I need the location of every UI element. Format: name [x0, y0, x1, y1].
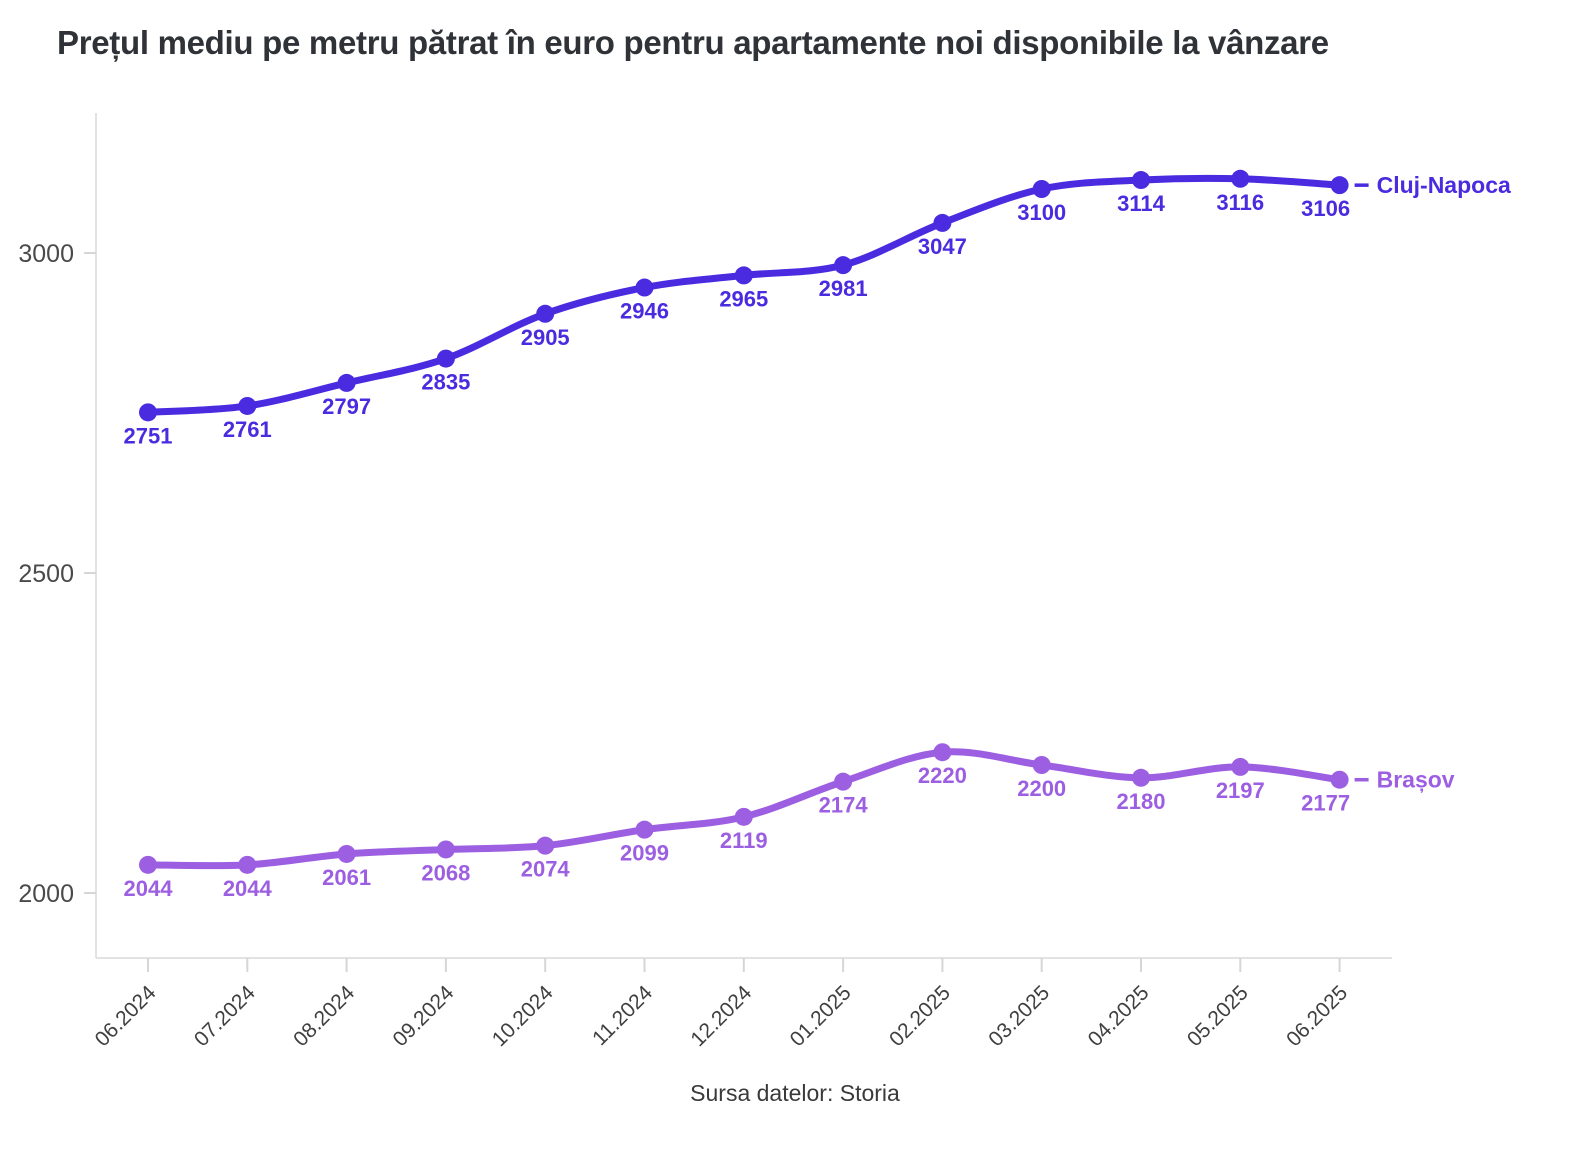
y-axis-tick-label: 2500 — [18, 560, 74, 588]
data-label-cluj-napoca: 2751 — [124, 423, 173, 448]
data-label-brasov: 2074 — [521, 857, 571, 882]
x-axis-tick-label: 10.2024 — [488, 981, 558, 1051]
data-label-cluj-napoca: 3047 — [918, 234, 967, 259]
x-axis-tick-label: 07.2024 — [190, 981, 260, 1051]
data-point-brasov[interactable] — [1231, 757, 1250, 776]
data-label-cluj-napoca: 2981 — [819, 276, 868, 301]
data-label-brasov: 2177 — [1301, 791, 1350, 816]
data-label-brasov: 2061 — [322, 865, 371, 890]
data-label-brasov: 2044 — [223, 876, 273, 901]
x-axis-tick-label: 12.2024 — [686, 981, 756, 1051]
data-label-cluj-napoca: 2835 — [421, 370, 470, 395]
data-point-brasov[interactable] — [238, 855, 257, 874]
data-point-brasov[interactable] — [1032, 756, 1051, 774]
data-label-cluj-napoca: 2905 — [521, 325, 570, 350]
data-label-cluj-napoca: 2946 — [620, 299, 669, 324]
data-point-brasov[interactable] — [337, 844, 356, 863]
x-axis-tick-label: 04.2025 — [1084, 981, 1154, 1051]
x-axis-tick-label: 06.2025 — [1282, 981, 1352, 1051]
x-axis-tick-label: 08.2024 — [289, 981, 359, 1051]
data-point-brasov[interactable] — [834, 772, 853, 791]
data-point-cluj-napoca[interactable] — [734, 266, 753, 285]
data-point-brasov[interactable] — [1132, 768, 1150, 787]
data-label-cluj-napoca: 3116 — [1216, 190, 1264, 215]
data-point-brasov[interactable] — [1330, 770, 1349, 789]
data-label-brasov: 2180 — [1117, 789, 1166, 814]
data-point-cluj-napoca[interactable] — [436, 349, 455, 368]
data-point-brasov[interactable] — [734, 807, 753, 826]
x-axis-tick-label: 05.2025 — [1183, 981, 1253, 1051]
data-point-cluj-napoca[interactable] — [238, 396, 257, 415]
legend-label-cluj-napoca: Cluj-Napoca — [1377, 172, 1511, 198]
data-point-cluj-napoca[interactable] — [933, 213, 952, 232]
x-axis-tick-label: 03.2025 — [984, 981, 1054, 1051]
data-label-brasov: 2068 — [421, 860, 470, 885]
data-point-cluj-napoca[interactable] — [834, 256, 853, 275]
data-point-cluj-napoca[interactable] — [1330, 176, 1349, 195]
data-label-brasov: 2099 — [620, 841, 669, 866]
data-label-cluj-napoca: 2761 — [223, 417, 272, 442]
x-axis-tick-label: 11.2024 — [588, 981, 657, 1050]
data-point-cluj-napoca[interactable] — [1132, 171, 1150, 190]
series-cluj-napoca: 2751 2761 2797 2835 2905 2946 2965 2981 3047 3100… — [124, 169, 1511, 448]
x-axis-tick-label: 09.2024 — [388, 981, 458, 1051]
data-point-cluj-napoca[interactable] — [337, 373, 356, 392]
data-point-cluj-napoca[interactable] — [1032, 180, 1051, 198]
x-axis-tick-label: 06.2024 — [91, 981, 161, 1051]
data-point-brasov[interactable] — [933, 743, 952, 762]
y-axis-tick-label: 3000 — [18, 240, 74, 268]
data-point-brasov[interactable] — [536, 836, 555, 855]
data-point-cluj-napoca[interactable] — [139, 403, 157, 422]
legend-label-brasov: Brașov — [1377, 767, 1455, 794]
chart-title: Prețul mediu pe metru pătrat în euro pen… — [57, 24, 1329, 61]
data-label-brasov: 2119 — [720, 828, 768, 853]
series-brasov: 2044 2044 2061 2068 2074 2099 2119 2174 2220 2200… — [124, 743, 1455, 901]
data-label-brasov: 2200 — [1017, 776, 1066, 801]
data-point-brasov[interactable] — [635, 820, 654, 839]
x-axis-tick-label: 02.2025 — [885, 981, 955, 1051]
data-label-cluj-napoca: 3100 — [1017, 200, 1066, 225]
data-point-brasov[interactable] — [139, 855, 157, 874]
data-label-cluj-napoca: 3114 — [1117, 191, 1165, 216]
data-label-brasov: 2044 — [124, 876, 174, 901]
data-label-brasov: 2197 — [1216, 778, 1265, 803]
data-point-cluj-napoca[interactable] — [536, 304, 555, 323]
data-label-cluj-napoca: 2797 — [322, 394, 371, 419]
data-label-cluj-napoca: 2965 — [719, 286, 768, 311]
data-point-brasov[interactable] — [436, 840, 455, 859]
data-label-brasov: 2220 — [918, 763, 967, 788]
data-point-cluj-napoca[interactable] — [1231, 169, 1250, 188]
data-label-brasov: 2174 — [819, 793, 869, 818]
source-note: Sursa datelor: Storia — [690, 1080, 900, 1106]
data-point-cluj-napoca[interactable] — [635, 278, 654, 297]
y-axis-tick-label: 2000 — [18, 880, 74, 908]
x-axis-tick-label: 01.2025 — [786, 981, 856, 1051]
data-label-cluj-napoca: 3106 — [1301, 196, 1350, 221]
